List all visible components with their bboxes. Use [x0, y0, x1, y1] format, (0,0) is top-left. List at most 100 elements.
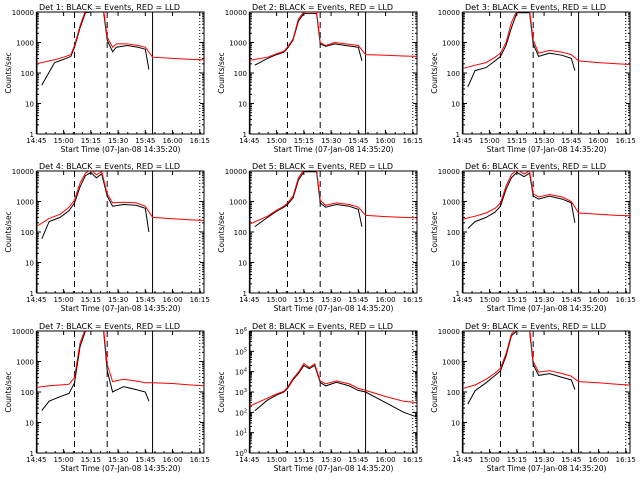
x-tick-label: 16:00 [588, 137, 608, 145]
y-tick-label: 10000 [12, 9, 34, 17]
y-tick-label: 103 [235, 388, 247, 397]
x-axis-label: Start Time (07-Jan-08 14:35:20) [487, 304, 607, 313]
x-tick-label: 14:45 [26, 296, 46, 304]
x-tick-label: 15:45 [348, 296, 368, 304]
y-tick-label: 10000 [225, 9, 247, 17]
y-tick-label: 100 [21, 229, 34, 237]
plot-frame [249, 11, 418, 135]
chart-panel-6: Det 6: BLACK = Events, RED = LLD 1 10 100 10… [430, 162, 636, 313]
y-axis-label: Counts/sec [4, 371, 13, 412]
chart-panel-5: Det 5: BLACK = Events, RED = LLD 1 10 100 10… [217, 162, 423, 313]
x-axis-label: Start Time (07-Jan-08 14:35:20) [61, 304, 181, 313]
y-tick-label: 102 [235, 408, 247, 417]
y-tick-label: 1000 [442, 359, 460, 367]
y-tick-label: 106 [235, 327, 247, 336]
chart-title: Det 2: BLACK = Events, RED = LLD [252, 3, 393, 12]
x-tick-label: 15:00 [267, 296, 287, 304]
x-tick-label: 15:15 [294, 296, 314, 304]
x-tick-label: 14:45 [26, 456, 46, 464]
chart-title: Det 1: BLACK = Events, RED = LLD [39, 3, 180, 12]
x-axis-label: Start Time (07-Jan-08 14:35:20) [274, 145, 394, 154]
y-tick-label: 10000 [225, 168, 247, 176]
plot-frame [249, 330, 418, 454]
y-tick-label: 104 [235, 368, 247, 377]
x-tick-label: 15:45 [135, 456, 155, 464]
y-tick-exponent: 2 [244, 408, 247, 414]
chart-title: Det 5: BLACK = Events, RED = LLD [252, 162, 393, 171]
y-tick-label: 10000 [438, 9, 460, 17]
chart-panel-9: Det 9: BLACK = Events, RED = LLD 1 10 100 10… [430, 322, 636, 473]
x-tick-label: 15:45 [348, 137, 368, 145]
x-tick-label: 15:45 [348, 456, 368, 464]
y-tick-label: 1 [30, 450, 34, 458]
y-tick-label: 1000 [229, 40, 247, 48]
x-tick-label: 16:00 [375, 456, 395, 464]
plot-frame [249, 170, 418, 294]
x-tick-label: 15:15 [507, 137, 527, 145]
y-tick-exponent: 3 [244, 388, 247, 394]
y-tick-label: 1000 [442, 199, 460, 207]
series-line-events [467, 12, 576, 88]
x-tick-label: 15:00 [54, 137, 74, 145]
x-tick-label: 16:00 [588, 296, 608, 304]
y-tick-exponent: 6 [244, 327, 247, 333]
x-tick-label: 14:45 [26, 137, 46, 145]
plot-frame [36, 11, 205, 135]
x-tick-label: 15:00 [267, 456, 287, 464]
plot-frame [462, 170, 631, 294]
y-tick-label: 100 [21, 70, 34, 78]
y-tick-label: 1 [243, 131, 247, 139]
y-axis-label: Counts/sec [217, 371, 226, 412]
series-line-lld [37, 331, 204, 388]
plot-frame [36, 330, 205, 454]
chart-panel-7: Det 7: BLACK = Events, RED = LLD 1 10 100 10… [4, 322, 210, 473]
chart-title: Det 3: BLACK = Events, RED = LLD [465, 3, 606, 12]
y-tick-label: 105 [235, 347, 247, 356]
y-tick-label: 1 [456, 290, 460, 298]
y-tick-label: 10 [451, 260, 460, 268]
plot-frame [36, 170, 205, 294]
y-tick-exponent: 4 [244, 368, 247, 374]
x-tick-label: 16:00 [375, 296, 395, 304]
y-axis-label: Counts/sec [430, 52, 439, 93]
chart-title: Det 4: BLACK = Events, RED = LLD [39, 162, 180, 171]
y-tick-label: 10000 [438, 328, 460, 336]
chart-title: Det 7: BLACK = Events, RED = LLD [39, 322, 180, 331]
x-tick-label: 16:15 [190, 137, 210, 145]
y-tick-label: 1 [456, 450, 460, 458]
x-tick-label: 16:15 [616, 137, 636, 145]
x-tick-label: 16:00 [162, 456, 182, 464]
x-tick-label: 14:45 [452, 296, 472, 304]
series-line-lld [250, 12, 417, 61]
x-axis-label: Start Time (07-Jan-08 14:35:20) [487, 464, 607, 473]
x-tick-label: 15:00 [267, 137, 287, 145]
x-axis-label: Start Time (07-Jan-08 14:35:20) [274, 304, 394, 313]
x-tick-label: 16:00 [162, 137, 182, 145]
x-tick-label: 16:15 [403, 456, 423, 464]
y-tick-label: 10 [451, 420, 460, 428]
chart-title: Det 8: BLACK = Events, RED = LLD [252, 322, 393, 331]
x-tick-label: 15:15 [81, 296, 101, 304]
series-line-events [41, 331, 150, 411]
y-tick-label: 100 [234, 70, 247, 78]
y-tick-label: 10 [238, 101, 247, 109]
x-tick-label: 15:45 [561, 296, 581, 304]
y-tick-label: 10 [451, 101, 460, 109]
y-axis-label: Counts/sec [217, 211, 226, 252]
y-tick-label: 100 [235, 449, 247, 458]
chart-panel-1: Det 1: BLACK = Events, RED = LLD 1 10 100 10… [4, 3, 210, 154]
y-tick-label: 10 [25, 420, 34, 428]
x-tick-label: 15:15 [81, 456, 101, 464]
x-tick-label: 16:15 [616, 456, 636, 464]
y-tick-exponent: 1 [244, 429, 247, 435]
x-tick-label: 14:45 [239, 137, 259, 145]
y-axis-label: Counts/sec [430, 211, 439, 252]
series-line-lld [463, 171, 630, 220]
y-tick-exponent: 5 [244, 347, 247, 353]
x-tick-label: 15:30 [534, 137, 554, 145]
y-tick-label: 10 [25, 101, 34, 109]
y-tick-label: 1 [30, 131, 34, 139]
y-tick-label: 100 [21, 389, 34, 397]
x-tick-label: 15:00 [54, 456, 74, 464]
